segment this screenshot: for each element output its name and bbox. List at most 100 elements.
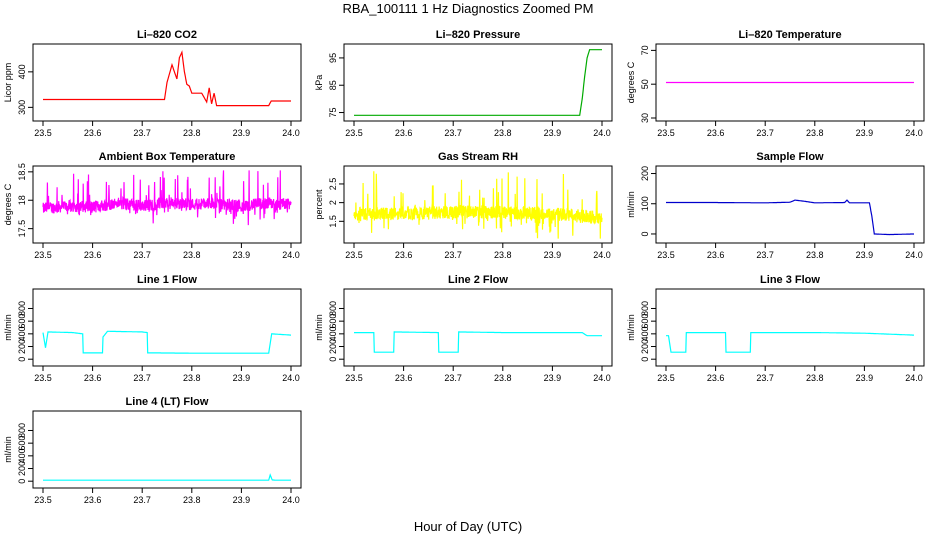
plot-frame	[32, 288, 302, 367]
panel-title: Li–820 Temperature	[738, 29, 841, 41]
x-tick-label: 23.6	[84, 250, 102, 260]
series-line-ambient	[42, 170, 292, 226]
x-tick-label: 23.6	[395, 373, 413, 383]
x-tick-label: 23.5	[34, 495, 52, 505]
y-tick-label: 400	[17, 64, 27, 79]
y-tick-label: 100	[640, 196, 650, 211]
x-tick-label: 23.9	[233, 128, 251, 138]
y-tick-label: 400	[328, 326, 338, 341]
y-tick-label: 18	[17, 195, 27, 205]
y-tick-label: 600	[640, 314, 650, 329]
plot-frame	[655, 43, 925, 122]
x-tick-label: 23.6	[395, 128, 413, 138]
y-axis-label: ml/min	[314, 314, 324, 341]
figure-x-axis-label: Hour of Day (UTC)	[414, 519, 522, 534]
x-tick-label: 23.7	[444, 373, 462, 383]
x-tick-label: 23.9	[856, 250, 874, 260]
panel-title: Sample Flow	[756, 151, 824, 163]
x-tick-label: 23.6	[84, 373, 102, 383]
x-tick-label: 24.0	[905, 373, 923, 383]
panel-title: Line 2 Flow	[448, 274, 508, 286]
x-tick-label: 23.8	[183, 250, 201, 260]
chart-panel-7: Line 1 Flow 23.5 23.6 23.7 23.8 23.9 24.0 0 2004…	[3, 274, 302, 383]
x-tick-label: 23.7	[756, 250, 774, 260]
y-tick-label: 75	[328, 108, 338, 118]
panel-title: Li–820 Pressure	[436, 29, 520, 41]
x-tick-label: 23.8	[494, 128, 512, 138]
series-line-rh	[353, 171, 603, 239]
chart-panel-6: Sample Flow 23.5 23.6 23.7 23.8 23.9 24.0 0 100 2…	[626, 151, 925, 260]
x-tick-label: 23.9	[856, 373, 874, 383]
x-tick-label: 23.8	[183, 495, 201, 505]
y-axis-label: ml/min	[3, 436, 13, 463]
y-tick-label: 0	[328, 357, 338, 362]
x-tick-label: 23.6	[395, 250, 413, 260]
x-tick-label: 23.6	[707, 128, 725, 138]
x-tick-label: 23.9	[544, 128, 562, 138]
series-line-line4	[43, 473, 291, 481]
x-tick-label: 23.9	[544, 250, 562, 260]
plot-frame	[343, 43, 613, 122]
x-tick-label: 23.7	[133, 373, 151, 383]
x-tick-label: 23.7	[444, 128, 462, 138]
panel-title: Line 3 Flow	[760, 274, 820, 286]
x-tick-label: 23.6	[707, 373, 725, 383]
x-tick-label: 23.5	[34, 128, 52, 138]
x-tick-label: 23.5	[345, 250, 363, 260]
plot-frame	[343, 165, 613, 244]
y-axis-label: degrees C	[626, 61, 636, 103]
y-tick-label: 200	[17, 461, 27, 476]
x-tick-label: 23.8	[183, 128, 201, 138]
y-tick-label: 800	[17, 301, 27, 316]
x-tick-label: 23.8	[183, 373, 201, 383]
x-tick-label: 24.0	[282, 373, 300, 383]
plot-frame	[655, 288, 925, 367]
chart-panel-10: Line 4 (LT) Flow 23.5 23.6 23.7 23.8 23.9 24.0…	[3, 396, 302, 505]
y-tick-label: 17.5	[17, 220, 27, 238]
y-tick-label: 800	[17, 423, 27, 438]
y-axis-label: ml/min	[626, 191, 636, 218]
x-tick-label: 23.5	[34, 250, 52, 260]
series-line-line3	[666, 332, 914, 353]
chart-panel-3: Li–820 Temperature 23.5 23.6 23.7 23.8 23.9 24…	[626, 29, 925, 138]
y-tick-label: 0	[640, 231, 650, 236]
x-tick-label: 23.7	[756, 373, 774, 383]
y-tick-label: 800	[640, 301, 650, 316]
x-tick-label: 23.8	[806, 128, 824, 138]
y-tick-label: 300	[17, 100, 27, 115]
series-line-sample	[666, 199, 914, 236]
y-tick-label: 600	[17, 436, 27, 451]
y-tick-label: 95	[328, 53, 338, 63]
y-tick-label: 50	[640, 79, 650, 89]
y-tick-label: 2.5	[328, 178, 338, 191]
panel-title: Ambient Box Temperature	[99, 151, 236, 163]
x-tick-label: 23.5	[657, 373, 675, 383]
y-tick-label: 2	[328, 200, 338, 205]
x-tick-label: 23.9	[233, 373, 251, 383]
x-tick-label: 23.9	[856, 128, 874, 138]
panel-title: Li–820 CO2	[137, 29, 197, 41]
y-tick-label: 400	[640, 326, 650, 341]
plot-frame	[32, 43, 302, 122]
y-tick-label: 400	[17, 448, 27, 463]
y-axis-label: ml/min	[3, 314, 13, 341]
x-tick-label: 23.5	[657, 128, 675, 138]
chart-panel-1: Li–820 CO2 23.5 23.6 23.7 23.8 23.9 24.0 300 400…	[3, 29, 302, 138]
series-line-line2	[354, 331, 602, 353]
panel-title: Line 4 (LT) Flow	[126, 396, 209, 408]
x-tick-label: 23.8	[494, 250, 512, 260]
x-tick-label: 23.5	[34, 373, 52, 383]
x-tick-label: 23.8	[806, 250, 824, 260]
x-tick-label: 23.7	[133, 128, 151, 138]
chart-panel-8: Line 2 Flow 23.5 23.6 23.7 23.8 23.9 24.0 0 2004…	[314, 274, 613, 383]
chart-panel-4: Ambient Box Temperature 23.5 23.6 23.7 23.8 2…	[3, 151, 302, 260]
chart-panel-5: Gas Stream RH 23.5 23.6 23.7 23.8 23.9 24.0 1.5…	[314, 151, 613, 260]
x-tick-label: 23.9	[233, 250, 251, 260]
plot-frame	[343, 288, 613, 367]
y-tick-label: 18.5	[17, 163, 27, 181]
y-tick-label: 70	[640, 45, 650, 55]
figure-title: RBA_100111 1 Hz Diagnostics Zoomed PM	[343, 1, 594, 16]
y-axis-label: ml/min	[626, 314, 636, 341]
y-tick-label: 30	[640, 113, 650, 123]
